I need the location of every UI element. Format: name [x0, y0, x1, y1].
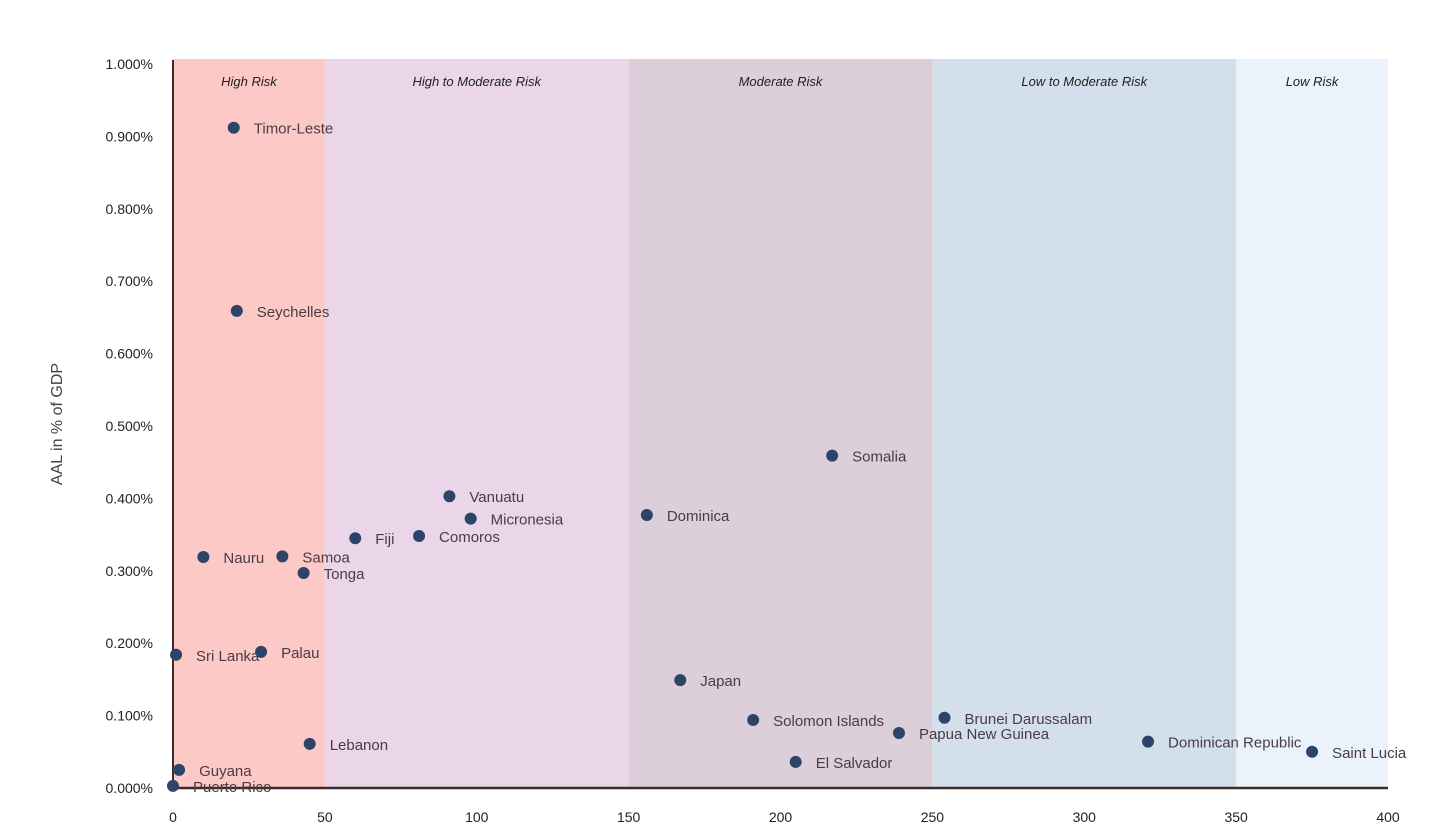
x-tick-label: 300	[1073, 809, 1097, 825]
data-point-label: Palau	[281, 645, 319, 662]
data-point	[173, 763, 186, 776]
x-tick-label: 350	[1224, 809, 1248, 825]
data-point	[413, 530, 426, 543]
y-tick-label: 0.200%	[106, 635, 153, 651]
risk-band	[173, 59, 325, 788]
data-point	[826, 449, 839, 462]
y-axis-label: AAL in % of GDP	[49, 363, 66, 485]
data-point	[938, 711, 951, 724]
x-tick-label: 50	[317, 809, 333, 825]
risk-band	[628, 59, 933, 788]
data-point	[640, 509, 653, 522]
data-point-label: Guyana	[199, 763, 252, 780]
y-tick-label: 0.600%	[106, 346, 153, 362]
x-tick-label: 250	[921, 809, 945, 825]
data-point	[674, 674, 687, 687]
data-point	[167, 779, 179, 792]
risk-band	[932, 59, 1237, 788]
data-point-label: Saint Lucia	[1332, 745, 1407, 762]
data-point-label: Dominica	[667, 508, 730, 525]
risk-band	[1236, 59, 1388, 788]
risk-band-label: High Risk	[221, 74, 278, 89]
data-point-label: Sri Lanka	[196, 648, 260, 665]
data-point-label: Fiji	[375, 531, 394, 548]
data-point	[349, 532, 362, 545]
data-point-label: Tonga	[324, 566, 366, 583]
data-point-label: Comoros	[439, 529, 500, 546]
y-tick-label: 0.800%	[106, 201, 153, 217]
x-tick-label: 0	[169, 809, 177, 825]
data-point	[297, 566, 310, 579]
y-tick-label: 0.100%	[106, 708, 153, 724]
data-point-label: Nauru	[223, 550, 264, 567]
data-point	[892, 726, 905, 739]
data-point-label: Dominican Republic	[1168, 735, 1302, 752]
y-tick-label: 0.500%	[106, 418, 153, 434]
y-tick-label: 0.900%	[106, 128, 153, 144]
data-point	[255, 645, 268, 658]
data-point-label: Papua New Guinea	[919, 726, 1050, 743]
data-point-label: El Salvador	[816, 755, 893, 772]
data-point-label: Timor-Leste	[254, 121, 333, 138]
y-tick-label: 0.000%	[106, 780, 153, 796]
data-point-label: Puerto Rico	[193, 779, 271, 796]
y-tick-label: 1.000%	[106, 56, 153, 72]
data-point-label: Samoa	[302, 549, 350, 566]
data-point	[1142, 735, 1155, 748]
data-point	[170, 648, 183, 661]
risk-band-label: High to Moderate Risk	[412, 74, 542, 89]
risk-band	[324, 59, 629, 788]
y-tick-label: 0.700%	[106, 273, 153, 289]
y-tick-label: 0.400%	[106, 490, 153, 506]
data-point-label: Brunei Darussalam	[965, 711, 1093, 728]
data-point	[464, 512, 477, 525]
x-tick-label: 100	[465, 809, 489, 825]
data-point-label: Solomon Islands	[773, 713, 884, 730]
data-point	[227, 121, 240, 134]
data-point	[276, 550, 289, 563]
data-point	[197, 551, 210, 564]
data-point	[443, 490, 456, 503]
data-point	[230, 304, 243, 317]
data-point-label: Japan	[700, 673, 741, 690]
data-point	[303, 737, 316, 750]
data-point	[789, 755, 802, 768]
risk-band-label: Low to Moderate Risk	[1021, 74, 1148, 89]
data-point-label: Seychelles	[257, 304, 330, 321]
risk-band-label: Low Risk	[1286, 74, 1340, 89]
risk-band-label: Moderate Risk	[739, 74, 824, 89]
data-point-label: Somalia	[852, 449, 907, 466]
data-point-label: Micronesia	[491, 512, 564, 529]
x-tick-label: 150	[617, 809, 641, 825]
y-tick-label: 0.300%	[106, 563, 153, 579]
data-point	[747, 713, 760, 726]
x-tick-label: 200	[769, 809, 793, 825]
data-point-label: Vanuatu	[469, 489, 524, 506]
data-point	[1306, 745, 1319, 758]
data-point-label: Lebanon	[330, 737, 388, 754]
x-tick-label: 400	[1376, 809, 1400, 825]
